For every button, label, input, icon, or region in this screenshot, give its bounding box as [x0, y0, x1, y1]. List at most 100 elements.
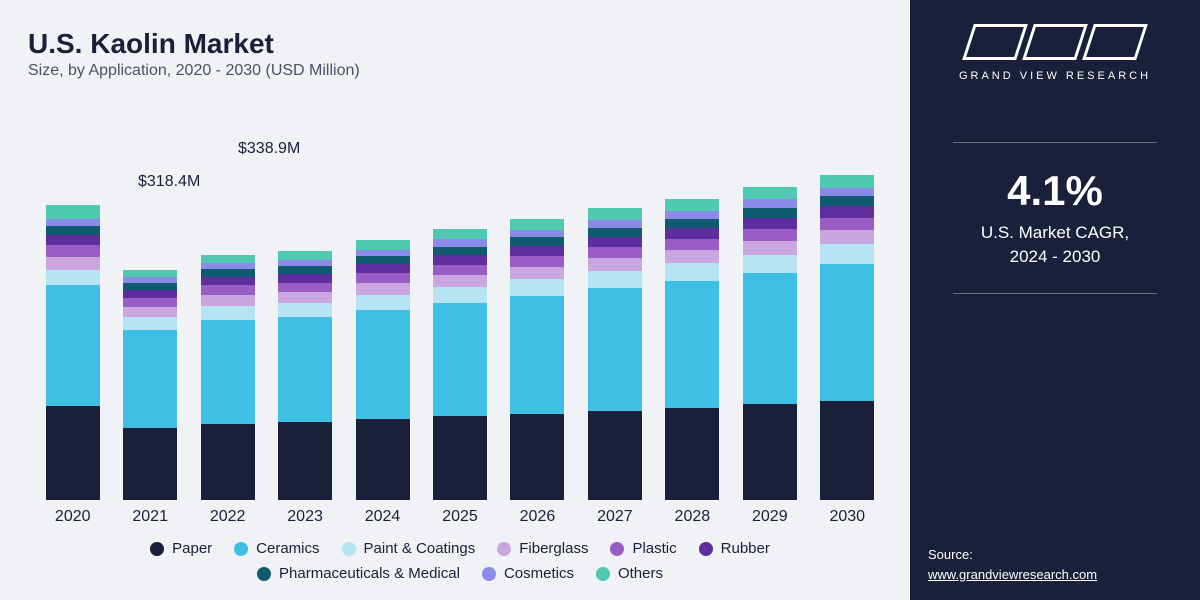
- bar-segment-ceramics: [588, 288, 642, 410]
- value-callout: $338.9M: [238, 140, 300, 158]
- bar-segment-paint-coatings: [123, 317, 177, 330]
- x-axis-label: 2022: [210, 508, 246, 526]
- stacked-bar: [278, 251, 332, 500]
- bar-segment-rubber: [123, 290, 177, 299]
- bar-segment-pharmaceuticals-medical: [743, 208, 797, 218]
- bar-segment-fiberglass: [588, 258, 642, 271]
- bar-segment-cosmetics: [665, 211, 719, 219]
- bar-segment-plastic: [588, 247, 642, 258]
- bar-group: 2023: [278, 251, 332, 526]
- x-axis-label: 2027: [597, 508, 633, 526]
- legend-swatch-icon: [482, 567, 496, 581]
- stacked-bar: [743, 187, 797, 500]
- bar-segment-others: [356, 240, 410, 249]
- bar-segment-paper: [46, 406, 100, 500]
- legend-item: Ceramics: [234, 540, 319, 557]
- cagr-value: 4.1%: [1007, 167, 1103, 215]
- bar-segment-rubber: [743, 218, 797, 229]
- x-axis-label: 2029: [752, 508, 788, 526]
- bar-segment-cosmetics: [588, 220, 642, 228]
- value-callout: $318.4M: [138, 173, 200, 191]
- bar-segment-rubber: [201, 277, 255, 286]
- bar-segment-fiberglass: [201, 295, 255, 306]
- bar-segment-cosmetics: [46, 219, 100, 226]
- bar-segment-plastic: [665, 239, 719, 251]
- bar-segment-others: [433, 229, 487, 239]
- bar-group: 2021: [123, 270, 177, 526]
- bar-segment-rubber: [356, 264, 410, 273]
- chart-title: U.S. Kaolin Market: [28, 28, 892, 60]
- cagr-label-line2: 2024 - 2030: [1010, 247, 1101, 266]
- logo-shape-icon: [1082, 24, 1148, 60]
- side-panel: GRAND VIEW RESEARCH 4.1% U.S. Market CAG…: [910, 0, 1200, 600]
- bar-segment-plastic: [356, 273, 410, 283]
- bar-segment-pharmaceuticals-medical: [820, 196, 874, 206]
- bar-group: 2024: [356, 240, 410, 526]
- chart-area: 2020202120222023202420252026202720282029…: [28, 98, 892, 526]
- stacked-bar: [46, 205, 100, 500]
- bar-group: 2027: [588, 208, 642, 526]
- legend-item: Fiberglass: [497, 540, 588, 557]
- bar-segment-paint-coatings: [433, 287, 487, 303]
- bar-segment-pharmaceuticals-medical: [123, 283, 177, 290]
- bar-segment-fiberglass: [278, 292, 332, 303]
- bar-segment-paint-coatings: [588, 271, 642, 288]
- bar-segment-paper: [510, 414, 564, 500]
- legend-item: Others: [596, 565, 663, 582]
- bar-segment-ceramics: [433, 303, 487, 417]
- chart-subtitle: Size, by Application, 2020 - 2030 (USD M…: [28, 62, 892, 80]
- legend-item: Cosmetics: [482, 565, 574, 582]
- bar-segment-ceramics: [820, 264, 874, 401]
- bar-segment-fiberglass: [820, 230, 874, 244]
- bar-segment-fiberglass: [433, 275, 487, 287]
- cagr-label-line1: U.S. Market CAGR,: [981, 223, 1129, 242]
- bar-segment-paint-coatings: [356, 295, 410, 310]
- bar-segment-others: [588, 208, 642, 220]
- divider: [953, 142, 1156, 143]
- bar-segment-ceramics: [356, 310, 410, 419]
- x-axis-label: 2024: [365, 508, 401, 526]
- bar-segment-rubber: [46, 235, 100, 245]
- bar-group: 2028: [665, 199, 719, 526]
- bar-segment-plastic: [820, 218, 874, 230]
- bar-segment-pharmaceuticals-medical: [588, 228, 642, 237]
- bar-segment-ceramics: [743, 273, 797, 404]
- bar-segment-rubber: [665, 228, 719, 239]
- logo-shape-icon: [1022, 24, 1088, 60]
- bar-segment-plastic: [433, 265, 487, 275]
- bar-segment-paper: [665, 408, 719, 500]
- bar-segment-rubber: [433, 255, 487, 264]
- logo-shape-icon: [962, 24, 1028, 60]
- legend-item: Paint & Coatings: [342, 540, 476, 557]
- bar-segment-paper: [356, 419, 410, 500]
- bar-segment-paint-coatings: [510, 279, 564, 296]
- source-label: Source:: [928, 547, 973, 562]
- x-axis-label: 2025: [442, 508, 478, 526]
- source-link[interactable]: www.grandviewresearch.com: [928, 567, 1097, 582]
- bar-segment-rubber: [588, 237, 642, 247]
- bar-segment-fiberglass: [356, 283, 410, 295]
- stacked-bar: [201, 255, 255, 500]
- bar-segment-pharmaceuticals-medical: [665, 219, 719, 228]
- legend-label: Fiberglass: [519, 540, 588, 557]
- bar-segment-cosmetics: [743, 199, 797, 208]
- bar-segment-rubber: [278, 274, 332, 283]
- bar-segment-pharmaceuticals-medical: [510, 237, 564, 246]
- legend-label: Paint & Coatings: [364, 540, 476, 557]
- bar-segment-pharmaceuticals-medical: [201, 269, 255, 277]
- bar-segment-pharmaceuticals-medical: [46, 226, 100, 235]
- bar-segment-others: [743, 187, 797, 199]
- bar-group: 2022: [201, 255, 255, 526]
- stacked-bar: [433, 229, 487, 500]
- x-axis-label: 2020: [55, 508, 91, 526]
- cagr-label: U.S. Market CAGR, 2024 - 2030: [981, 221, 1129, 269]
- stacked-bar: [510, 219, 564, 500]
- legend-label: Cosmetics: [504, 565, 574, 582]
- bar-segment-paint-coatings: [820, 244, 874, 263]
- stacked-bar: [123, 270, 177, 500]
- bar-group: 2025: [433, 229, 487, 526]
- legend-item: Pharmaceuticals & Medical: [257, 565, 460, 582]
- legend-label: Plastic: [632, 540, 676, 557]
- bar-segment-plastic: [201, 285, 255, 294]
- stacked-bar: [665, 199, 719, 500]
